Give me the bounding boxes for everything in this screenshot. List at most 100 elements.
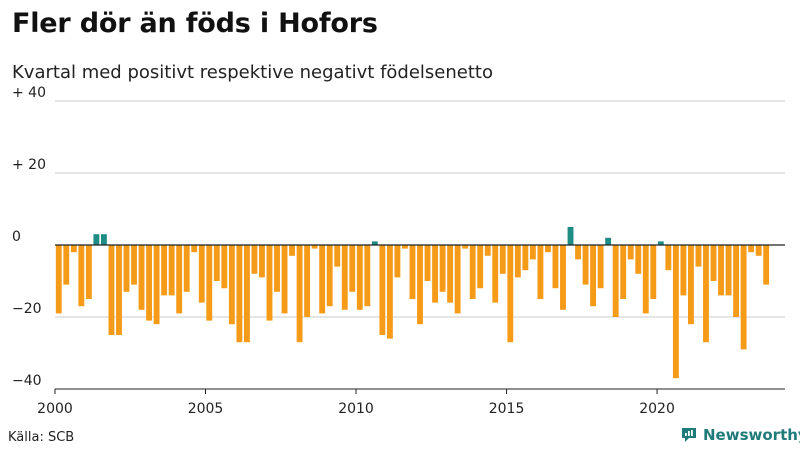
bar — [492, 245, 499, 303]
bar — [657, 241, 664, 245]
x-tick-label: 2015 — [489, 401, 525, 417]
bar — [176, 245, 183, 314]
bar — [85, 245, 92, 299]
bar — [371, 241, 378, 245]
bar — [198, 245, 205, 303]
bar — [213, 245, 220, 281]
bar — [755, 245, 762, 256]
bar — [93, 234, 100, 245]
bar — [680, 245, 687, 296]
bar — [123, 245, 130, 292]
bar — [687, 245, 694, 325]
bar — [131, 245, 137, 285]
bar — [642, 245, 649, 314]
bar — [432, 245, 438, 303]
bar — [718, 245, 724, 296]
bar — [522, 245, 529, 271]
bar — [740, 245, 747, 350]
bar — [319, 245, 326, 314]
bar — [409, 245, 416, 299]
bar — [635, 245, 642, 274]
bar — [243, 245, 250, 343]
bar — [499, 245, 506, 274]
bar — [695, 245, 702, 267]
bar — [266, 245, 273, 321]
bar — [138, 245, 145, 310]
bar — [590, 245, 597, 307]
bar — [251, 245, 258, 274]
y-tick-label: −20 — [12, 301, 42, 317]
bar — [221, 245, 228, 289]
x-tick-label: 2010 — [338, 401, 374, 417]
bar — [206, 245, 213, 321]
y-tick-label: −40 — [12, 373, 42, 389]
bar — [763, 245, 770, 285]
bar — [597, 245, 604, 289]
bar — [703, 245, 709, 343]
bar — [161, 245, 168, 296]
bar — [620, 245, 627, 299]
bar — [462, 245, 469, 249]
bar — [236, 245, 243, 343]
bar — [274, 245, 280, 292]
bar — [552, 245, 559, 289]
bar — [560, 245, 566, 310]
bar — [672, 245, 679, 379]
bar — [281, 245, 288, 314]
bar — [70, 245, 77, 253]
brand-logo[interactable]: Newsworthy — [680, 426, 800, 444]
bar — [529, 245, 536, 260]
y-tick-label: 0 — [12, 229, 21, 245]
bar — [289, 245, 295, 256]
bar — [55, 245, 62, 314]
bar — [364, 245, 371, 307]
bar — [153, 245, 160, 325]
chart-subtitle: Kvartal med positivt respektive negativt… — [12, 62, 493, 83]
bar — [710, 245, 717, 281]
bar — [326, 245, 333, 307]
bar — [537, 245, 544, 299]
bar — [612, 245, 619, 317]
x-tick-label: 2020 — [639, 401, 675, 417]
bar — [304, 245, 311, 317]
bar — [334, 245, 341, 267]
bar — [469, 245, 476, 299]
bar — [477, 245, 484, 289]
bar — [748, 245, 755, 253]
bar — [228, 245, 235, 325]
bar — [100, 234, 107, 245]
bar — [575, 245, 581, 260]
bar — [733, 245, 740, 317]
bar — [650, 245, 657, 299]
bar — [439, 245, 446, 292]
bar — [168, 245, 175, 296]
bar — [725, 245, 732, 296]
bar — [514, 245, 521, 278]
bar — [311, 245, 318, 249]
bar — [567, 227, 574, 245]
bar — [341, 245, 348, 310]
bar — [108, 245, 115, 335]
bar — [394, 245, 401, 278]
bar — [191, 245, 198, 253]
brand-name: Newsworthy — [703, 426, 800, 444]
bar — [349, 245, 356, 292]
newsworthy-logo-icon — [682, 428, 696, 442]
bar — [183, 245, 190, 292]
bar — [379, 245, 386, 335]
bar — [402, 245, 408, 249]
bar — [386, 245, 393, 339]
y-tick-label: + 20 — [12, 157, 46, 173]
bar — [116, 245, 122, 335]
bar — [507, 245, 514, 343]
y-tick-label: + 40 — [12, 85, 46, 101]
x-tick-label: 2000 — [37, 401, 73, 417]
bar — [296, 245, 303, 343]
bar — [627, 245, 634, 260]
chart-title: Fler dör än föds i Hofors — [12, 8, 378, 39]
bar — [146, 245, 153, 321]
bar — [63, 245, 70, 285]
bar — [545, 245, 551, 253]
bar — [484, 245, 491, 256]
bar — [447, 245, 454, 303]
